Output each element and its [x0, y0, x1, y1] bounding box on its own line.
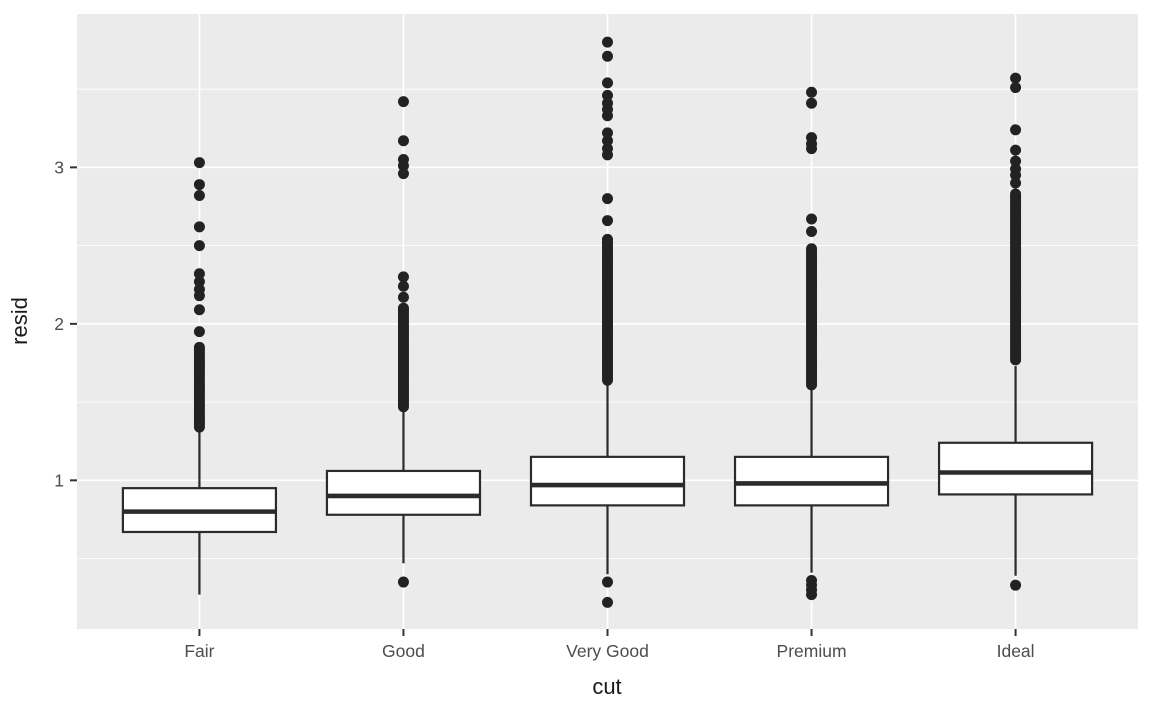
outlier-dot — [1010, 579, 1022, 591]
outlier-dot — [1010, 72, 1022, 84]
boxplot-fair — [121, 157, 278, 595]
outlier-dot — [806, 132, 818, 144]
y-tick-label: 2 — [54, 314, 64, 334]
outlier-dot — [193, 179, 205, 191]
outlier-dot — [602, 50, 613, 62]
outlier-dot — [193, 268, 205, 280]
outlier-dot — [602, 97, 613, 109]
outlier-dot — [193, 157, 205, 169]
boxplots — [121, 36, 1094, 608]
outlier-dot — [602, 215, 613, 227]
outlier-dot — [602, 193, 613, 205]
outlier-dot — [1010, 155, 1022, 167]
outlier-dot — [193, 276, 205, 288]
x-axis-title: cut — [592, 674, 621, 699]
outlier-dot — [602, 576, 613, 588]
outlier-dot — [397, 168, 409, 180]
outlier-dot — [1010, 124, 1022, 136]
outlier-dot — [806, 226, 818, 238]
outlier-dot — [397, 154, 409, 166]
outlier-dot — [602, 89, 613, 101]
y-tick-label: 1 — [54, 470, 64, 490]
outlier-dot — [1010, 177, 1022, 189]
outlier-dot — [397, 135, 409, 147]
x-tick-label: Fair — [184, 641, 214, 661]
outlier-dot — [193, 304, 205, 316]
outlier-dot — [602, 233, 613, 245]
boxplot-premium — [733, 86, 890, 601]
outlier-dot — [193, 283, 205, 295]
outlier-dot — [806, 97, 818, 109]
outlier-dot — [806, 213, 818, 225]
outlier-dot — [602, 143, 613, 155]
outlier-dot — [397, 576, 409, 588]
y-axis-title: resid — [7, 297, 32, 345]
outlier-dot — [193, 341, 205, 353]
outlier-dot — [397, 271, 409, 283]
box-iqr — [733, 455, 890, 507]
outlier-dot — [1010, 82, 1022, 94]
x-tick-label: Good — [382, 641, 425, 661]
box-iqr — [937, 441, 1094, 496]
outlier-dot — [602, 135, 613, 147]
outlier-dot — [806, 243, 818, 255]
outlier-dot — [1010, 144, 1022, 156]
box-iqr — [529, 455, 686, 507]
outlier-dot — [602, 77, 613, 89]
outlier-dot — [397, 291, 409, 303]
box-iqr — [325, 469, 482, 516]
outlier-dot — [193, 326, 205, 338]
outlier-dot — [806, 86, 818, 98]
outlier-dot — [602, 596, 613, 608]
outlier-dot — [1010, 163, 1022, 175]
x-tick-label: Ideal — [997, 641, 1035, 661]
boxplot-ideal — [937, 72, 1094, 591]
outlier-dot — [397, 96, 409, 108]
boxplot-very-good — [529, 36, 686, 608]
axes: 1 2 3 Fair Good Very Good Premium Ideal — [54, 157, 1034, 661]
outlier-dot — [397, 280, 409, 292]
x-tick-label: Premium — [777, 641, 847, 661]
outlier-dot — [193, 221, 205, 233]
outlier-dot — [193, 240, 205, 252]
outlier-dot — [602, 36, 613, 48]
y-tick-label: 3 — [54, 157, 64, 177]
outlier-dot — [397, 302, 409, 314]
x-tick-label: Very Good — [566, 641, 649, 661]
outlier-dot — [602, 127, 613, 139]
outlier-dot — [806, 589, 818, 601]
outlier-dot — [1010, 188, 1022, 200]
outlier-dot — [193, 190, 205, 202]
boxplot-good — [325, 96, 482, 588]
